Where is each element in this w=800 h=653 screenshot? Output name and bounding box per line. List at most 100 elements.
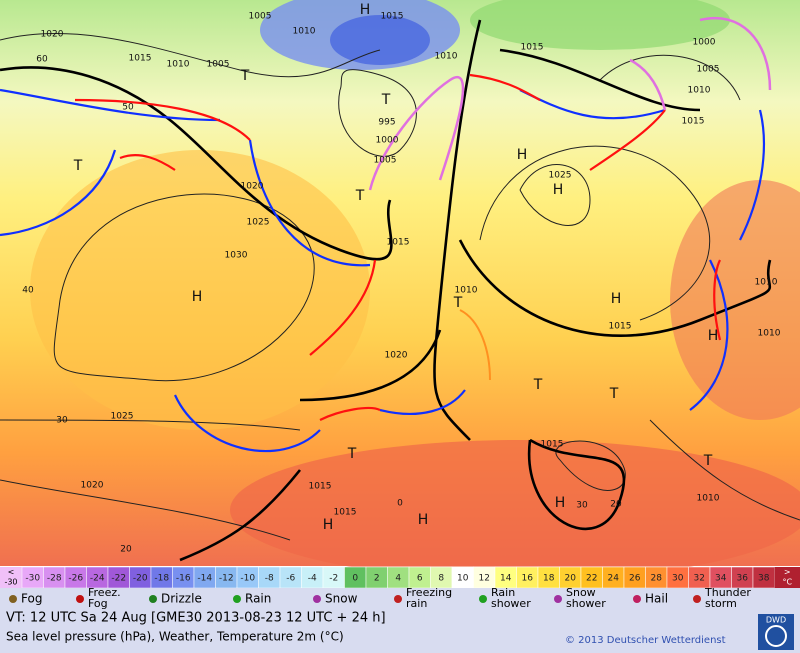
isobar-label: 40 — [22, 286, 34, 296]
isobar-label: 1000 — [376, 136, 399, 146]
isobar-label: 1015 — [129, 54, 152, 64]
isobar-label: 1025 — [247, 218, 270, 228]
legend-label: Fog — [21, 592, 42, 606]
pressure-center: H — [611, 291, 622, 307]
legend-icon — [633, 595, 641, 603]
isobar-label: 1025 — [549, 171, 572, 181]
isobar-label: 1010 — [755, 278, 778, 288]
isobar-label: 1015 — [541, 440, 564, 450]
scale-value: 4 — [395, 574, 401, 584]
isobar-label: 1010 — [697, 494, 720, 504]
scale-value: 24 — [608, 574, 620, 584]
isobar-label: 1015 — [609, 322, 632, 332]
isobar-label: 1005 — [374, 156, 397, 166]
temperature-scale: <-30 -30 -28 -26 -24 -22 -20 -18 -16 -14 -12 -10 -8-… — [0, 566, 800, 589]
scale-value: 8 — [438, 574, 444, 584]
scale-value: 30 — [672, 574, 684, 584]
isobar-label: 995 — [378, 118, 395, 128]
legend-icon — [233, 595, 241, 603]
legend-icon — [313, 595, 321, 603]
isobar-label: 1015 — [381, 12, 404, 22]
legend-label: Rain shower — [491, 586, 531, 610]
scale-value: 14 — [500, 574, 512, 584]
pressure-center: H — [708, 328, 719, 344]
legend-label: Snow shower — [566, 586, 606, 610]
subtitle: Sea level pressure (hPa), Weather, Tempe… — [6, 630, 344, 644]
pressure-center: T — [453, 295, 463, 311]
isobar-label: 1020 — [385, 351, 408, 361]
scale-value: -12 — [219, 574, 234, 584]
scale-cell — [0, 567, 22, 588]
legend-label: Hail — [645, 592, 668, 606]
logo-box — [758, 614, 794, 650]
isobar-label: 1010 — [688, 86, 711, 96]
legend-icon — [394, 595, 402, 603]
legend-icon — [149, 595, 157, 603]
legend-icon — [9, 595, 17, 603]
scale-value: -6 — [286, 574, 295, 584]
isobar-label: 1005 — [207, 60, 230, 70]
isobar-label: 1015 — [309, 482, 332, 492]
map — [0, 0, 800, 580]
pressure-center: T — [609, 386, 619, 402]
isobar-label: 0 — [397, 499, 403, 509]
isobar-label: 1010 — [435, 52, 458, 62]
scale-value: -24 — [90, 574, 105, 584]
isobar-label: 30 — [576, 501, 588, 511]
scale-value: 12 — [479, 574, 490, 584]
isobar-label: 1000 — [693, 38, 716, 48]
footer — [0, 610, 800, 653]
scale-value: 20 — [565, 574, 577, 584]
isobar-label: 1010 — [167, 60, 190, 70]
isobar-label: 1015 — [334, 508, 357, 518]
pressure-center: T — [347, 446, 357, 462]
scale-value: 34 — [715, 574, 727, 584]
isobar-label: 20 — [610, 500, 622, 510]
scale-value: 32 — [694, 574, 705, 584]
isobar-label: 1030 — [225, 251, 248, 261]
scale-value: 6 — [417, 574, 423, 584]
pressure-center: H — [418, 512, 429, 528]
isobar-label: 1020 — [81, 481, 104, 491]
scale-value: 22 — [586, 574, 597, 584]
isobar-label: 1015 — [682, 117, 705, 127]
scale-low: -30 — [4, 578, 17, 587]
scale-value: -26 — [68, 574, 83, 584]
legend-label: Thunder storm — [704, 586, 751, 610]
isobar-label: 1020 — [241, 182, 264, 192]
logo: DWD — [766, 616, 786, 625]
pressure-center: H — [553, 182, 564, 198]
scale-value: -28 — [47, 574, 62, 584]
isobar-label: 1010 — [455, 286, 478, 296]
scale-value: 28 — [651, 574, 663, 584]
isobar-label: 50 — [122, 103, 134, 113]
pressure-center: T — [703, 453, 713, 469]
isobar-label: 1010 — [293, 27, 316, 37]
pressure-center: H — [360, 2, 371, 18]
pressure-center: H — [192, 289, 203, 305]
pressure-center: T — [355, 188, 365, 204]
pressure-center: H — [323, 517, 334, 533]
legend-icon — [554, 595, 562, 603]
scale-value: -16 — [176, 574, 191, 584]
legend-icon — [76, 595, 84, 603]
isobar-label: 1020 — [41, 30, 64, 40]
scale-value: -18 — [154, 574, 169, 584]
isobar-label: 30 — [56, 416, 68, 426]
scale-value: 38 — [758, 574, 770, 584]
scale-value: -14 — [197, 574, 212, 584]
scale-high: > — [784, 568, 791, 577]
legend-icon — [693, 595, 701, 603]
scale-cell — [774, 567, 800, 588]
scale-value: -4 — [308, 574, 317, 584]
valid-time: VT: 12 UTC Sa 24 Aug [GME30 2013-08-23 1… — [6, 611, 386, 626]
scale-high: °C — [782, 578, 792, 587]
scale-value: 16 — [522, 574, 534, 584]
scale-value: 0 — [352, 574, 358, 584]
scale-value: -22 — [111, 574, 126, 584]
isobar-label: 1010 — [758, 329, 781, 339]
scale-value: -30 — [25, 574, 40, 584]
scale-value: 26 — [629, 574, 641, 584]
scale-value: 2 — [374, 574, 380, 584]
